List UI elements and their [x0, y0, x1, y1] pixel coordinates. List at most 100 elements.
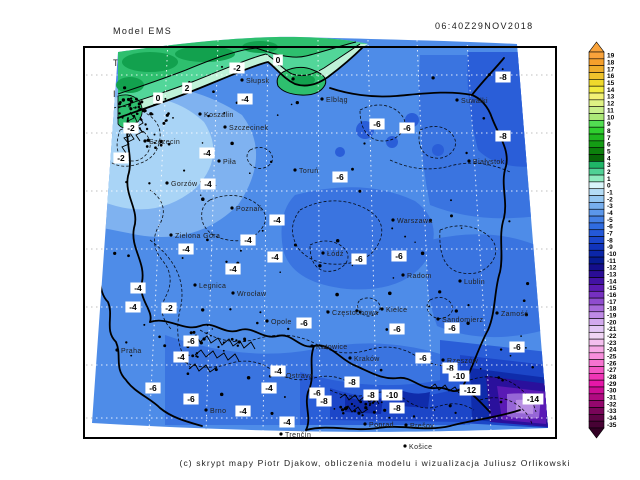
contour-label-box — [200, 178, 216, 190]
city-name: Piła — [223, 159, 236, 166]
colorbar-label: 1 — [607, 176, 611, 183]
city-marker: Częstochowa — [326, 310, 378, 317]
contour-label-text: -14 — [527, 394, 540, 404]
colorbar-segment — [588, 147, 605, 155]
contour-label-box — [125, 301, 141, 313]
colorbar-segment — [588, 338, 605, 347]
contour-label-box — [495, 130, 511, 142]
colorbar-label: -2 — [607, 196, 613, 203]
colorbar-segment — [588, 352, 605, 360]
colorbar-label: -3 — [607, 203, 613, 210]
colorbar-label: -1 — [607, 189, 613, 196]
border-north — [329, 87, 473, 98]
city-dot — [223, 125, 227, 129]
city-dot — [404, 423, 408, 427]
border-slovak-south — [305, 409, 521, 431]
city-name: Koszalin — [204, 112, 234, 119]
colorbar-segment — [588, 366, 605, 374]
colorbar-label: 5 — [607, 148, 611, 155]
contour-label-box — [448, 370, 470, 382]
contour-label: -10 — [381, 389, 403, 401]
contour-label-text: -4 — [239, 406, 247, 416]
colorbar-segment — [588, 222, 605, 231]
city-marker: Trenčín — [279, 432, 311, 439]
contour-label-box — [183, 335, 199, 347]
colorbar-segment — [588, 256, 605, 265]
contour-label: -4 — [235, 405, 251, 417]
colorbar-segment — [588, 345, 605, 354]
colorbar-label: -33 — [607, 408, 617, 415]
colorbar-label: 19 — [607, 53, 615, 60]
contour-label: -2 — [229, 62, 245, 74]
contour-label-text: -2 — [117, 153, 125, 163]
colorbar-label: -31 — [607, 395, 617, 402]
colorbar-segment — [588, 133, 605, 142]
contour-label-box — [178, 243, 194, 255]
contour-label-text: -6 — [187, 394, 195, 404]
contour-label: -4 — [125, 301, 141, 313]
contour-label-box — [444, 322, 460, 334]
contour-label-box — [261, 382, 277, 394]
colorbar-label: -6 — [607, 224, 613, 231]
contour-label-box — [296, 317, 312, 329]
colorbar-label: -26 — [607, 360, 617, 367]
contour-label-box — [495, 71, 511, 83]
model-name: Model EMS — [113, 26, 173, 36]
colorbar-label: -25 — [607, 354, 617, 361]
contour-label-box — [199, 147, 215, 159]
colorbar-segment — [588, 106, 605, 114]
contour-label: 0 — [273, 54, 283, 66]
colorbar-segment — [588, 420, 605, 429]
contour-label: -4 — [199, 147, 215, 159]
city-name: Košice — [409, 444, 432, 451]
contour-label-text: -6 — [300, 318, 308, 328]
contour-label-box — [363, 389, 379, 401]
city-dot — [310, 344, 314, 348]
contour-label: -2 — [113, 152, 129, 164]
map-frame — [83, 46, 557, 439]
contour-label-text: -4 — [129, 302, 137, 312]
city-marker: Słupsk — [240, 78, 269, 85]
contour-label: -8 — [316, 395, 332, 407]
colorbar-label: 14 — [607, 87, 615, 94]
colorbar-arrow-top — [588, 41, 605, 53]
city-name: Rzeszów — [447, 358, 479, 365]
contour-label-box — [269, 214, 285, 226]
colorbar-segment — [588, 304, 605, 313]
colorbar-segment — [588, 188, 605, 196]
city-dot — [321, 251, 325, 255]
colorbar-segment — [588, 331, 605, 340]
city-marker: Sandomierz — [436, 317, 483, 324]
contour-label: -6 — [389, 323, 405, 335]
contour-label: -4 — [240, 234, 256, 246]
contour-label-box — [522, 393, 544, 405]
colorbar-label: -24 — [607, 347, 617, 354]
contour-label: -6 — [415, 352, 431, 364]
contour-label: -8 — [495, 130, 511, 142]
contour-label-text: -10 — [453, 371, 466, 381]
colorbar-segment — [588, 99, 605, 107]
contour-label: -4 — [173, 351, 189, 363]
contour-label: -6 — [309, 387, 325, 399]
colorbar-segment — [588, 167, 605, 176]
contour-label: -4 — [261, 382, 277, 394]
contour-label-box — [123, 122, 139, 134]
city-name: Prešov — [410, 423, 434, 430]
colorbar-label: -20 — [607, 319, 617, 326]
contour-label-box — [442, 362, 458, 374]
contour-label-box — [240, 234, 256, 246]
contour-label-text: -2 — [127, 123, 135, 133]
contour-label: -6 — [183, 335, 199, 347]
contour-label-text: -6 — [395, 251, 403, 261]
colorbar-segment — [588, 263, 605, 272]
contour-label-box — [389, 323, 405, 335]
contour-label-text: 2 — [185, 83, 190, 93]
city-dot — [217, 159, 221, 163]
city-name: Kielce — [386, 307, 407, 314]
contour-label-text: -4 — [265, 383, 273, 393]
city-marker: Piła — [217, 159, 236, 166]
city-dot — [231, 291, 235, 295]
contour-label: -2 — [161, 302, 177, 314]
city-marker: Gorzów Wkp. — [165, 181, 217, 188]
city-dot — [401, 273, 405, 277]
